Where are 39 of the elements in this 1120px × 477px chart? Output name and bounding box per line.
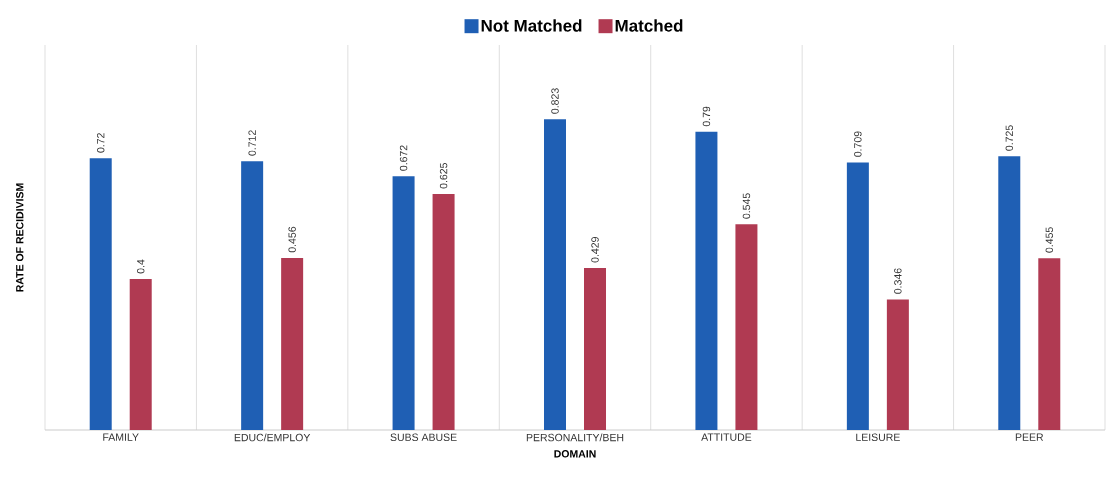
data-label: 0.725 xyxy=(1005,125,1014,151)
legend-label: Matched xyxy=(615,19,683,32)
legend-label: Not Matched xyxy=(481,19,582,32)
data-label: 0.545 xyxy=(742,193,751,219)
x-axis-title: DOMAIN xyxy=(554,450,596,458)
bar xyxy=(998,156,1021,430)
data-label: 0.823 xyxy=(551,88,559,114)
x-tick-label: EDUC/EMPLOY xyxy=(234,433,311,442)
bar xyxy=(129,279,152,430)
data-label: 0.456 xyxy=(288,226,296,253)
bar xyxy=(89,158,112,430)
bar xyxy=(544,119,566,430)
x-tick-label: FAMILY xyxy=(103,433,139,441)
data-label: 0.79 xyxy=(702,106,711,127)
x-tick-label: SUBS ABUSE xyxy=(390,433,457,441)
bar xyxy=(584,268,606,430)
data-label: 0.346 xyxy=(894,268,902,294)
x-tick-label: PEER xyxy=(1015,433,1044,441)
data-label: 0.712 xyxy=(248,130,256,156)
bar xyxy=(886,299,909,430)
x-tick-label: LEISURE xyxy=(856,433,900,441)
bar xyxy=(1038,258,1061,430)
bar xyxy=(392,176,415,430)
bar xyxy=(695,131,718,430)
y-axis-title: RATE OF RECIDIVISM xyxy=(16,183,24,292)
data-label: 0.455 xyxy=(1045,227,1054,253)
data-label: 0.72 xyxy=(97,133,105,153)
data-label: 0.429 xyxy=(591,237,599,263)
data-label: 0.4 xyxy=(137,259,145,274)
bar xyxy=(281,257,304,430)
x-tick-label: PERSONALITY/BEH xyxy=(526,433,624,442)
bar xyxy=(432,194,455,430)
data-label: 0.709 xyxy=(854,131,862,157)
bar xyxy=(735,224,758,430)
bar xyxy=(241,161,264,430)
bar xyxy=(846,162,869,430)
x-tick-label: ATTITUDE xyxy=(701,433,752,441)
data-label: 0.625 xyxy=(439,163,448,189)
data-label: 0.672 xyxy=(399,145,408,171)
